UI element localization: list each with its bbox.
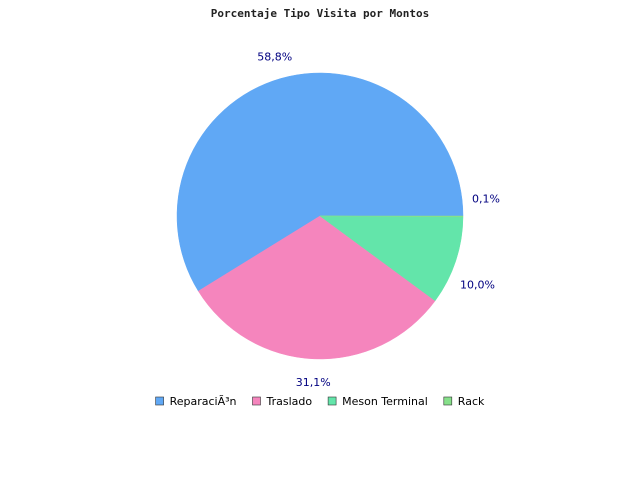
legend-swatch-2 xyxy=(327,396,337,406)
slice-label-0: 58,8% xyxy=(257,50,292,63)
pie-slice-1 xyxy=(197,215,436,360)
pie-slice-0 xyxy=(176,72,464,292)
slice-label-1: 31,1% xyxy=(296,376,331,389)
legend-swatch-3 xyxy=(443,396,453,406)
pie-slice-2 xyxy=(319,215,464,302)
legend: ReparaciÃ³n Traslado Meson Terminal Rack xyxy=(155,395,485,408)
slice-label-3: 0,1% xyxy=(472,193,500,206)
legend-item-2: Meson Terminal xyxy=(342,395,428,408)
legend-item-1: Traslado xyxy=(266,395,313,408)
legend-swatch-0 xyxy=(155,396,164,406)
pie-labels: 58,8% 31,1% 10,0% 0,1% xyxy=(257,50,500,389)
chart-title: Porcentaje Tipo Visita por Montos xyxy=(211,7,430,20)
legend-swatch-1 xyxy=(252,396,261,406)
pie-slices xyxy=(176,72,464,360)
legend-item-0: ReparaciÃ³n xyxy=(170,395,237,408)
pie-slice-3 xyxy=(319,215,464,218)
legend-item-3: Rack xyxy=(458,395,485,408)
slice-label-2: 10,0% xyxy=(460,278,495,291)
